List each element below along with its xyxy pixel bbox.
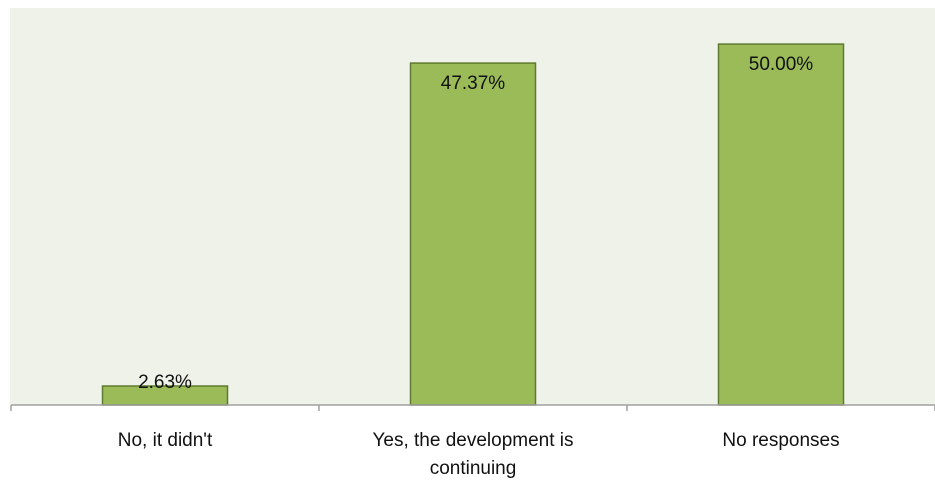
bar (409, 62, 537, 406)
data-label: 50.00% (749, 54, 814, 75)
data-label: 2.63% (138, 372, 192, 393)
category-label: Yes, the development is continuing (372, 430, 573, 479)
category-label: No, it didn't (118, 430, 213, 451)
data-label: 47.37% (441, 73, 506, 94)
category-label: No responses (722, 430, 839, 451)
bar (717, 43, 845, 406)
